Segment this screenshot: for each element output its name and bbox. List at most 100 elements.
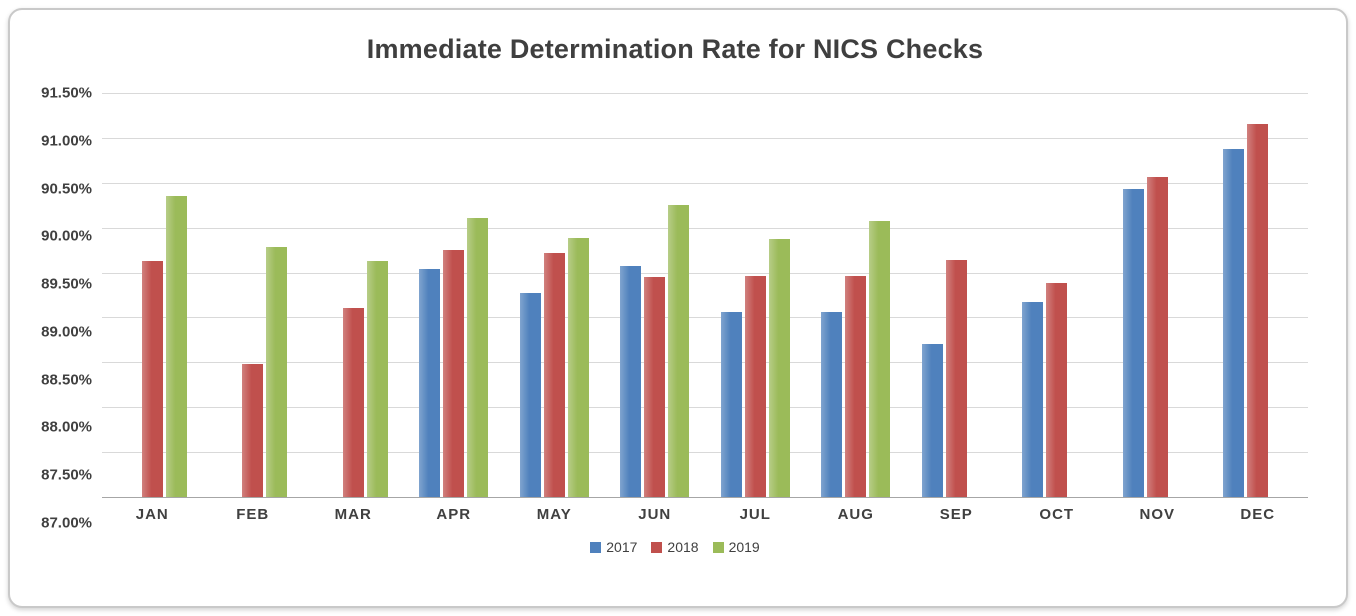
bar-slot [218, 93, 239, 497]
gridline [102, 497, 1308, 498]
bar-slot [620, 93, 642, 497]
legend-swatch-icon [712, 541, 724, 553]
legend-item-2018: 2018 [651, 539, 699, 555]
y-tick-label: 91.00% [41, 132, 92, 150]
bar-2019-jun [668, 205, 690, 497]
plot-column: JAN FEB MAR APR MAY JUN JUL AUG SEP OCT NOV DEC [102, 93, 1308, 523]
legend-label: 2017 [606, 539, 638, 555]
bar-slot [319, 93, 340, 497]
bar-slot [1046, 93, 1068, 497]
legend-label: 2019 [728, 539, 760, 555]
gridline [102, 227, 1308, 229]
bar-slot [567, 93, 589, 497]
bar-group-feb [203, 93, 304, 497]
bar-2018-jun [644, 277, 666, 497]
legend-swatch-icon [590, 541, 602, 553]
bar-slot [768, 93, 790, 497]
bar-slot [720, 93, 742, 497]
bar-slot [118, 93, 139, 497]
bar-slot [821, 93, 843, 497]
gridline [102, 93, 1308, 94]
bar-2017-sep [921, 344, 943, 497]
bar-2018-nov [1146, 176, 1168, 497]
gridline [102, 407, 1308, 409]
bar-2018-oct [1046, 283, 1068, 497]
x-tick-label: DEC [1240, 506, 1276, 523]
bar-group-nov [1107, 93, 1208, 497]
bar-2017-may [519, 293, 541, 497]
bar-group-dec [1208, 93, 1309, 497]
bar-slot [443, 93, 465, 497]
bar-2018-apr [443, 250, 465, 497]
bar-2019-jul [768, 239, 790, 497]
bar-2017-nov [1122, 189, 1144, 497]
bar-slot [141, 93, 163, 497]
bar-slot [366, 93, 388, 497]
y-tick-label: 87.00% [41, 514, 92, 532]
bar-slot [1022, 93, 1044, 497]
gridline [102, 272, 1308, 274]
bar-slot [419, 93, 441, 497]
plot-area [102, 93, 1308, 498]
chart-card: Immediate Determination Rate for NICS Ch… [8, 8, 1348, 608]
bar-2018-sep [945, 260, 967, 497]
bar-groups [102, 93, 1308, 497]
gridline [102, 452, 1308, 454]
bar-2019-may [567, 238, 589, 497]
bar-2018-aug [845, 276, 867, 497]
bar-2018-may [543, 252, 565, 497]
bar-2019-mar [366, 260, 388, 497]
x-tick-label: MAR [334, 506, 372, 523]
x-tick-label: APR [436, 506, 472, 523]
bar-2017-apr [419, 268, 441, 497]
legend-label: 2018 [667, 539, 699, 555]
bar-slot [1146, 93, 1168, 497]
y-tick-label: 90.00% [41, 227, 92, 245]
bar-2017-oct [1022, 302, 1044, 497]
legend-item-2019: 2019 [712, 539, 760, 555]
bar-slot [543, 93, 565, 497]
y-axis: 91.50% 91.00% 90.50% 90.00% 89.50% 89.00% 88.5… [28, 85, 102, 532]
x-tick-label: OCT [1039, 506, 1075, 523]
chart-body: 91.50% 91.00% 90.50% 90.00% 89.50% 89.00% 88.5… [28, 85, 1322, 532]
bar-2018-feb [242, 364, 264, 497]
bar-2019-apr [467, 217, 489, 497]
bar-2019-aug [869, 221, 891, 497]
legend-item-2017: 2017 [590, 539, 637, 555]
bar-2019-feb [266, 247, 288, 497]
y-tick-label: 91.50% [41, 84, 92, 102]
bar-2017-aug [821, 312, 843, 497]
x-tick-label: NOV [1139, 506, 1175, 523]
bar-slot [644, 93, 666, 497]
bar-slot [1247, 93, 1269, 497]
bar-slot [668, 93, 690, 497]
bar-slot [845, 93, 867, 497]
x-tick-label: FEB [236, 506, 270, 523]
bar-group-jun [605, 93, 706, 497]
bar-slot [1171, 93, 1192, 497]
bar-slot [266, 93, 288, 497]
bar-2018-jul [744, 276, 766, 497]
x-tick-label: SEP [939, 506, 973, 523]
chart-title: Immediate Determination Rate for NICS Ch… [366, 34, 984, 64]
bar-slot [1070, 93, 1091, 497]
bar-group-mar [303, 93, 404, 497]
x-tick-label: JUL [739, 506, 771, 523]
gridline [102, 137, 1308, 139]
bar-slot [744, 93, 766, 497]
bar-slot [1271, 93, 1292, 497]
bar-2017-dec [1223, 148, 1245, 497]
bar-slot [165, 93, 187, 497]
bar-2018-jan [141, 260, 163, 497]
bar-group-oct [1007, 93, 1108, 497]
bar-group-apr [404, 93, 505, 497]
bar-group-jan [102, 93, 203, 497]
bar-slot [921, 93, 943, 497]
y-tick-label: 90.50% [41, 180, 92, 198]
bar-slot [467, 93, 489, 497]
bar-group-sep [906, 93, 1007, 497]
bar-2018-dec [1247, 124, 1269, 497]
bar-slot [869, 93, 891, 497]
x-tick-label: AUG [837, 506, 874, 523]
legend-swatch-icon [651, 541, 663, 553]
